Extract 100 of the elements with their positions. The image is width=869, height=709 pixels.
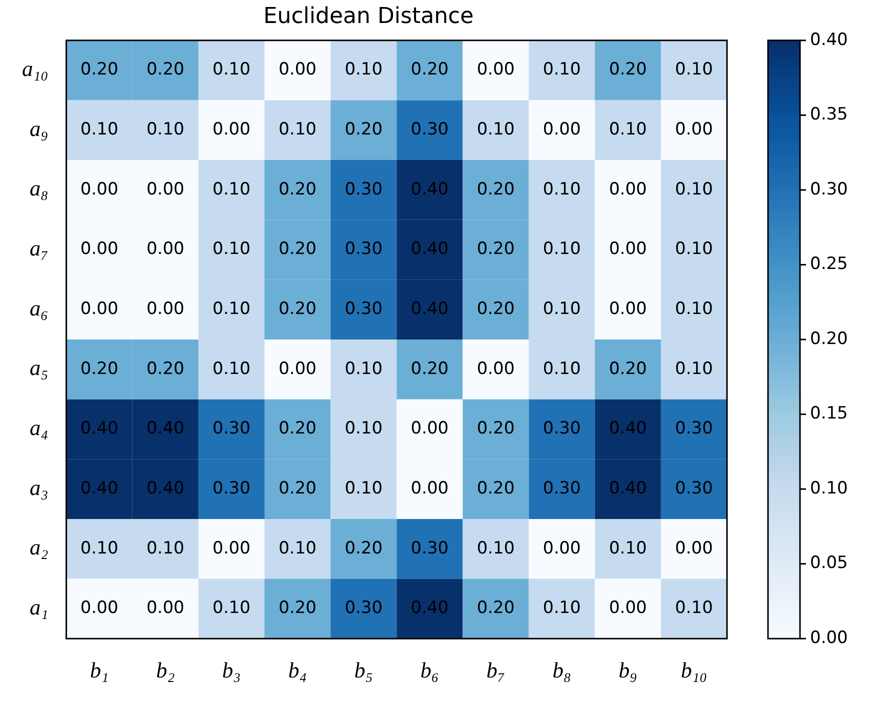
- data-label: 0.20: [476, 478, 515, 498]
- x-tick-label: b₅: [354, 658, 373, 683]
- data-label: 0.30: [212, 478, 250, 498]
- y-tick-label: a₁₀: [22, 56, 48, 82]
- color-bar-label: 0.40: [810, 30, 848, 50]
- data-label: 0.20: [146, 60, 184, 80]
- data-label: 0.20: [476, 418, 515, 439]
- data-label: 0.10: [344, 60, 383, 80]
- data-label: 0.10: [542, 358, 581, 379]
- data-label: 0.40: [608, 478, 647, 498]
- data-label: 0.10: [675, 179, 713, 200]
- data-label: 0.30: [410, 538, 449, 558]
- data-label: 0.10: [212, 60, 250, 80]
- data-label: 0.00: [146, 239, 184, 260]
- data-label: 0.00: [608, 299, 647, 320]
- data-label: 0.00: [476, 358, 515, 379]
- data-label: 0.30: [675, 478, 713, 498]
- data-label: 0.30: [344, 598, 383, 618]
- data-label: 0.10: [212, 358, 250, 379]
- data-label: 0.30: [542, 478, 581, 498]
- data-label: 0.20: [80, 358, 118, 379]
- data-label: 0.10: [146, 538, 184, 558]
- y-tick-label: a₅: [30, 355, 48, 380]
- data-label: 0.40: [608, 418, 647, 439]
- data-label: 0.40: [80, 478, 118, 498]
- chart-title: Euclidean Distance: [263, 4, 474, 29]
- data-label: 0.00: [542, 538, 581, 558]
- x-tick-label: b₉: [618, 658, 638, 683]
- data-label: 0.30: [542, 418, 581, 439]
- data-label: 0.00: [410, 478, 449, 498]
- data-label: 0.00: [608, 179, 647, 200]
- data-label: 0.00: [278, 60, 316, 80]
- data-label: 0.00: [278, 358, 316, 379]
- data-label: 0.10: [80, 538, 118, 558]
- data-label: 0.00: [212, 538, 250, 558]
- data-label: 0.10: [212, 239, 250, 260]
- data-label: 0.00: [146, 179, 184, 200]
- data-label: 0.30: [344, 239, 383, 260]
- y-tick-label: a₃: [30, 474, 48, 500]
- data-label: 0.10: [675, 598, 713, 618]
- data-label: 0.10: [212, 598, 250, 618]
- color-bar-label: 0.35: [810, 104, 848, 125]
- data-label: 0.00: [212, 120, 250, 140]
- data-label: 0.40: [410, 299, 449, 320]
- data-label: 0.20: [608, 358, 647, 379]
- data-label: 0.10: [344, 358, 383, 379]
- data-label: 0.00: [80, 179, 118, 200]
- data-label: 0.00: [675, 538, 713, 558]
- data-label: 0.10: [608, 538, 647, 558]
- data-label: 0.00: [608, 239, 647, 260]
- data-label: 0.10: [212, 299, 250, 320]
- color-bar-label: 0.00: [810, 628, 848, 648]
- y-tick-label: a₄: [30, 415, 48, 440]
- data-label: 0.40: [410, 179, 449, 200]
- data-label: 0.40: [410, 598, 449, 618]
- x-tick-label: b₂: [156, 658, 176, 683]
- data-label: 0.20: [476, 179, 515, 200]
- color-bar-label: 0.05: [810, 553, 848, 574]
- x-tick-label: b₇: [486, 658, 506, 683]
- data-label: 0.00: [146, 598, 184, 618]
- data-label: 0.00: [608, 598, 647, 618]
- data-label: 0.10: [542, 179, 581, 200]
- color-bar-label: 0.30: [810, 179, 848, 200]
- data-label: 0.30: [675, 418, 713, 439]
- data-label: 0.10: [675, 239, 713, 260]
- color-bar-label: 0.15: [810, 404, 848, 424]
- data-label: 0.10: [212, 179, 250, 200]
- data-label: 0.20: [476, 299, 515, 320]
- data-label: 0.10: [278, 120, 316, 140]
- data-label: 0.20: [80, 60, 118, 80]
- y-tick-label: a₇: [30, 236, 48, 261]
- data-label: 0.30: [212, 418, 250, 439]
- data-label: 0.40: [146, 418, 184, 439]
- data-label: 0.20: [476, 239, 515, 260]
- y-tick-label: a₂: [30, 534, 49, 560]
- data-label: 0.00: [80, 239, 118, 260]
- data-label: 0.00: [542, 120, 581, 140]
- data-label: 0.20: [410, 358, 449, 379]
- y-tick-label: a₈: [30, 176, 48, 201]
- data-label: 0.10: [80, 120, 118, 140]
- data-label: 0.30: [344, 299, 383, 320]
- data-label: 0.40: [80, 418, 118, 439]
- data-label: 0.10: [675, 358, 713, 379]
- y-tick-label: a₁: [30, 594, 48, 620]
- data-label: 0.10: [542, 239, 581, 260]
- data-label: 0.10: [344, 478, 383, 498]
- data-label: 0.10: [146, 120, 184, 140]
- data-label: 0.20: [278, 478, 316, 498]
- data-label: 0.20: [278, 598, 316, 618]
- data-label: 0.20: [278, 179, 316, 200]
- data-label: 0.10: [278, 538, 316, 558]
- data-label: 0.10: [542, 60, 581, 80]
- data-label: 0.00: [476, 60, 515, 80]
- data-label: 0.10: [675, 299, 713, 320]
- x-tick-label: b₃: [222, 658, 241, 683]
- x-tick-label: b₁₀: [680, 658, 708, 683]
- data-label: 0.10: [542, 598, 581, 618]
- data-label: 0.00: [80, 299, 118, 320]
- data-label: 0.40: [146, 478, 184, 498]
- data-label: 0.20: [344, 538, 383, 558]
